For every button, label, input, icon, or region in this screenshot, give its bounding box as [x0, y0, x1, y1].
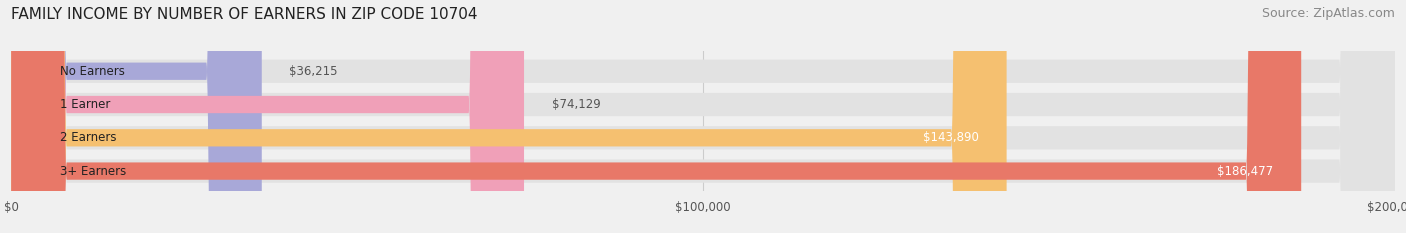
Text: $74,129: $74,129: [551, 98, 600, 111]
FancyBboxPatch shape: [11, 0, 1395, 233]
FancyBboxPatch shape: [11, 0, 1395, 233]
Text: $186,477: $186,477: [1218, 164, 1274, 178]
Text: 1 Earner: 1 Earner: [59, 98, 110, 111]
FancyBboxPatch shape: [11, 0, 1395, 233]
FancyBboxPatch shape: [11, 0, 1007, 233]
Text: $143,890: $143,890: [924, 131, 979, 144]
Text: FAMILY INCOME BY NUMBER OF EARNERS IN ZIP CODE 10704: FAMILY INCOME BY NUMBER OF EARNERS IN ZI…: [11, 7, 478, 22]
FancyBboxPatch shape: [11, 0, 524, 233]
Text: No Earners: No Earners: [59, 65, 125, 78]
FancyBboxPatch shape: [11, 0, 262, 233]
Text: 3+ Earners: 3+ Earners: [59, 164, 127, 178]
Text: Source: ZipAtlas.com: Source: ZipAtlas.com: [1261, 7, 1395, 20]
FancyBboxPatch shape: [11, 0, 1395, 233]
FancyBboxPatch shape: [11, 0, 1301, 233]
Text: 2 Earners: 2 Earners: [59, 131, 117, 144]
Text: $36,215: $36,215: [290, 65, 337, 78]
